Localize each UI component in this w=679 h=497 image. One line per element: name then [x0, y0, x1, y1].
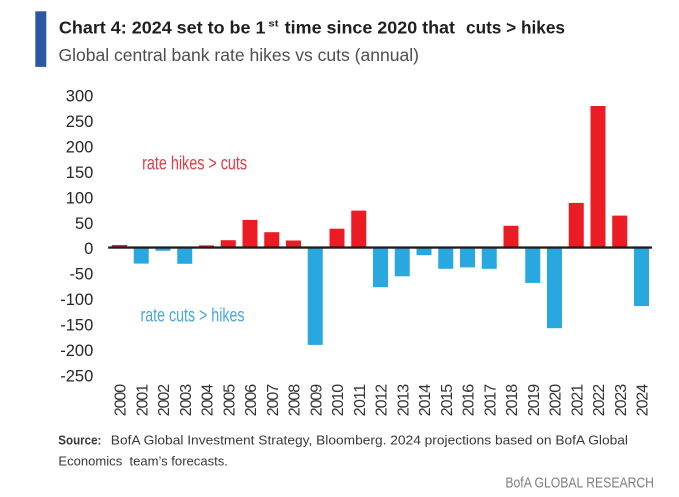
svg-text:100: 100 — [66, 189, 94, 207]
svg-text:2004: 2004 — [200, 384, 217, 416]
svg-text:2014: 2014 — [417, 384, 434, 416]
svg-text:2003: 2003 — [178, 384, 195, 416]
svg-text:0: 0 — [84, 240, 93, 258]
svg-text:BofA Global Investment Strateg: BofA Global Investment Strategy, Bloombe… — [111, 432, 628, 447]
svg-text:Economics team’s forecasts.: Economics team’s forecasts. — [58, 453, 228, 468]
svg-text:cuts > hikes: cuts > hikes — [466, 18, 565, 38]
svg-text:2020: 2020 — [548, 384, 565, 416]
svg-text:-250: -250 — [60, 368, 93, 386]
svg-text:2023: 2023 — [613, 384, 630, 416]
svg-text:50: 50 — [75, 215, 93, 233]
svg-text:-200: -200 — [60, 342, 93, 360]
svg-text:2006: 2006 — [243, 384, 260, 416]
svg-text:Global central bank rate hikes: Global central bank rate hikes vs cuts (… — [59, 45, 420, 65]
svg-text:2009: 2009 — [308, 384, 325, 416]
svg-text:-50: -50 — [69, 266, 93, 284]
svg-text:time since 2020 that: time since 2020 that — [285, 18, 455, 38]
svg-text:2015: 2015 — [439, 384, 456, 416]
svg-text:-100: -100 — [60, 291, 93, 309]
svg-text:2021: 2021 — [569, 384, 586, 416]
svg-text:300: 300 — [66, 88, 94, 106]
svg-text:250: 250 — [66, 113, 94, 131]
svg-text:2019: 2019 — [526, 384, 543, 416]
svg-text:2007: 2007 — [265, 384, 282, 416]
svg-text:st: st — [268, 19, 279, 30]
svg-text:2008: 2008 — [287, 384, 304, 416]
svg-text:2000: 2000 — [113, 384, 130, 416]
svg-text:2013: 2013 — [395, 384, 412, 416]
svg-text:Chart 4: 2024 set to be 1: Chart 4: 2024 set to be 1 — [59, 18, 266, 38]
svg-text:200: 200 — [66, 138, 94, 156]
svg-text:2022: 2022 — [591, 384, 608, 416]
svg-text:2018: 2018 — [504, 384, 521, 416]
svg-text:2002: 2002 — [156, 384, 173, 416]
svg-text:150: 150 — [66, 164, 94, 182]
svg-text:rate hikes > cuts: rate hikes > cuts — [142, 152, 247, 174]
svg-text:rate cuts > hikes: rate cuts > hikes — [141, 304, 245, 326]
svg-text:2016: 2016 — [461, 384, 478, 416]
svg-text:2001: 2001 — [134, 384, 151, 416]
svg-text:Source:: Source: — [58, 432, 101, 447]
svg-text:2005: 2005 — [221, 384, 238, 416]
svg-text:-150: -150 — [60, 317, 93, 335]
svg-text:2012: 2012 — [374, 384, 391, 416]
svg-text:2011: 2011 — [352, 384, 369, 416]
svg-text:2024: 2024 — [635, 384, 652, 416]
svg-text:2010: 2010 — [330, 384, 347, 416]
svg-text:2017: 2017 — [482, 384, 499, 416]
svg-text:BofA GLOBAL RESEARCH: BofA GLOBAL RESEARCH — [505, 474, 654, 491]
